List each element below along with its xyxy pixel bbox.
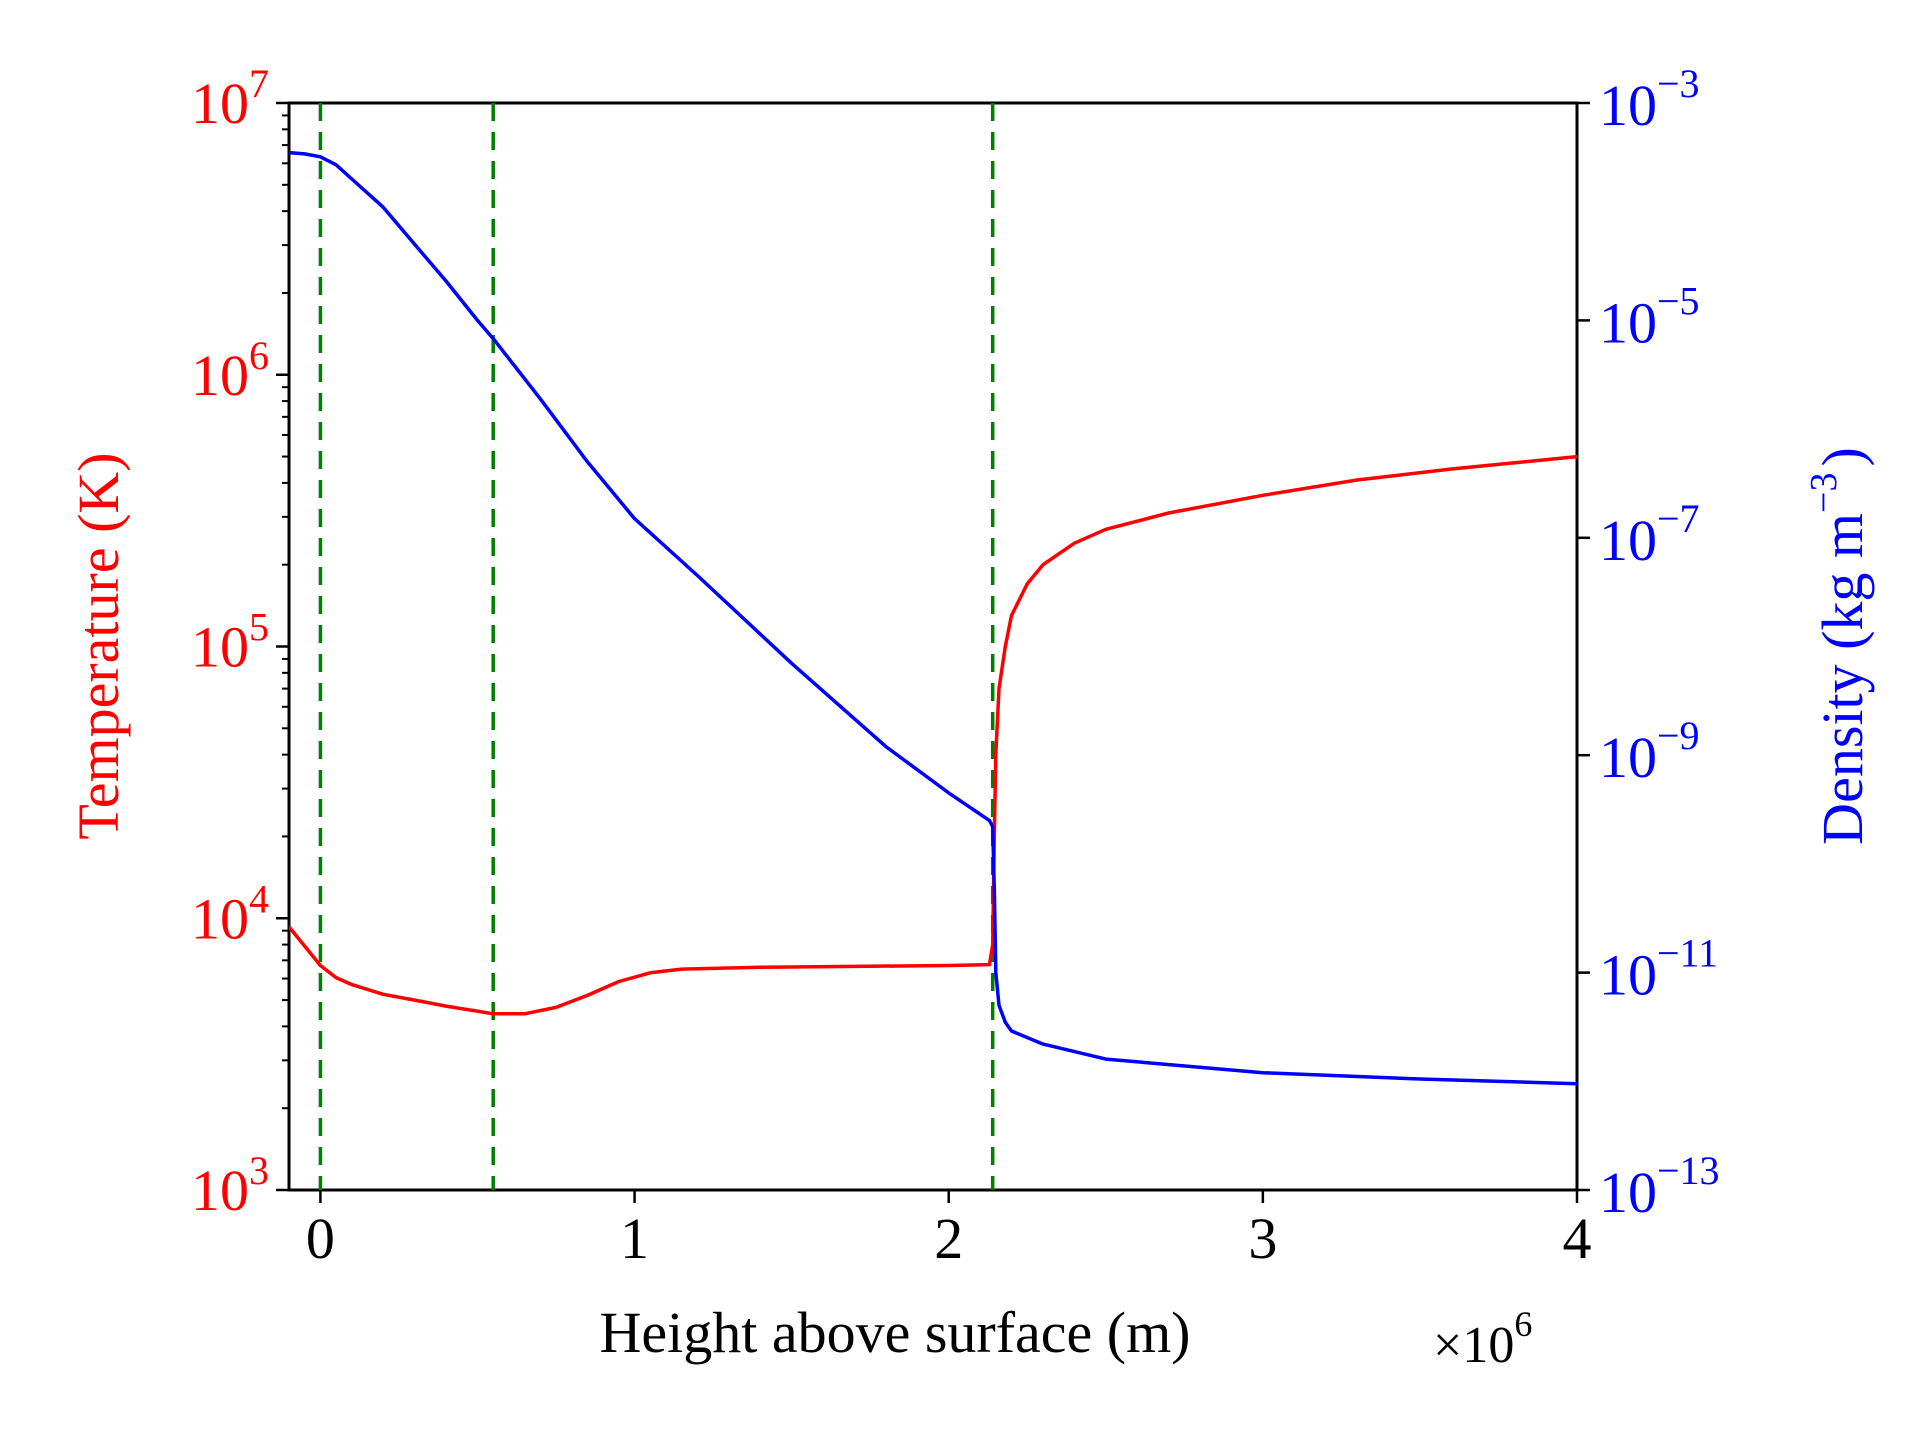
temperature-series-line bbox=[289, 454, 1577, 1016]
x-tick-label: 1 bbox=[620, 1206, 649, 1271]
right-axis-ticks: 10−13 10−11 10−9 10−7 10−5 10−3 bbox=[1577, 61, 1720, 1225]
right-tick-label: 10−13 bbox=[1599, 1148, 1720, 1225]
right-tick-label: 10−11 bbox=[1599, 931, 1718, 1008]
x-tick-label: 0 bbox=[306, 1206, 335, 1271]
density-series-line bbox=[289, 150, 1577, 1086]
left-axis-label: Temperature (K) bbox=[66, 452, 131, 839]
vertical-marker-lines bbox=[318, 103, 995, 1190]
right-tick-label: 10−3 bbox=[1599, 61, 1700, 138]
left-tick-label: 105 bbox=[191, 605, 269, 680]
left-axis-ticks: 103 104 105 106 107 bbox=[191, 61, 289, 1223]
right-tick-label: 10−5 bbox=[1599, 278, 1700, 355]
right-tick-label: 10−9 bbox=[1599, 713, 1700, 790]
right-axis-label: Density (kg m−3) bbox=[1803, 447, 1875, 845]
x-axis-label: Height above surface (m) bbox=[599, 1300, 1190, 1365]
x-tick-label: 2 bbox=[934, 1206, 963, 1271]
right-tick-label: 10−7 bbox=[1599, 496, 1700, 573]
series-layer bbox=[289, 150, 1577, 1086]
left-tick-label: 107 bbox=[191, 61, 269, 136]
plot-area-frame bbox=[287, 101, 1579, 1192]
left-tick-label: 104 bbox=[191, 876, 269, 951]
x-axis-ticks: 0 1 2 3 4 bbox=[306, 1190, 1592, 1271]
x-axis-multiplier: ×106 bbox=[1433, 1304, 1532, 1374]
x-tick-label: 3 bbox=[1248, 1206, 1277, 1271]
left-tick-label: 106 bbox=[191, 333, 269, 408]
left-tick-label: 103 bbox=[191, 1148, 269, 1223]
x-tick-label: 4 bbox=[1563, 1206, 1592, 1271]
